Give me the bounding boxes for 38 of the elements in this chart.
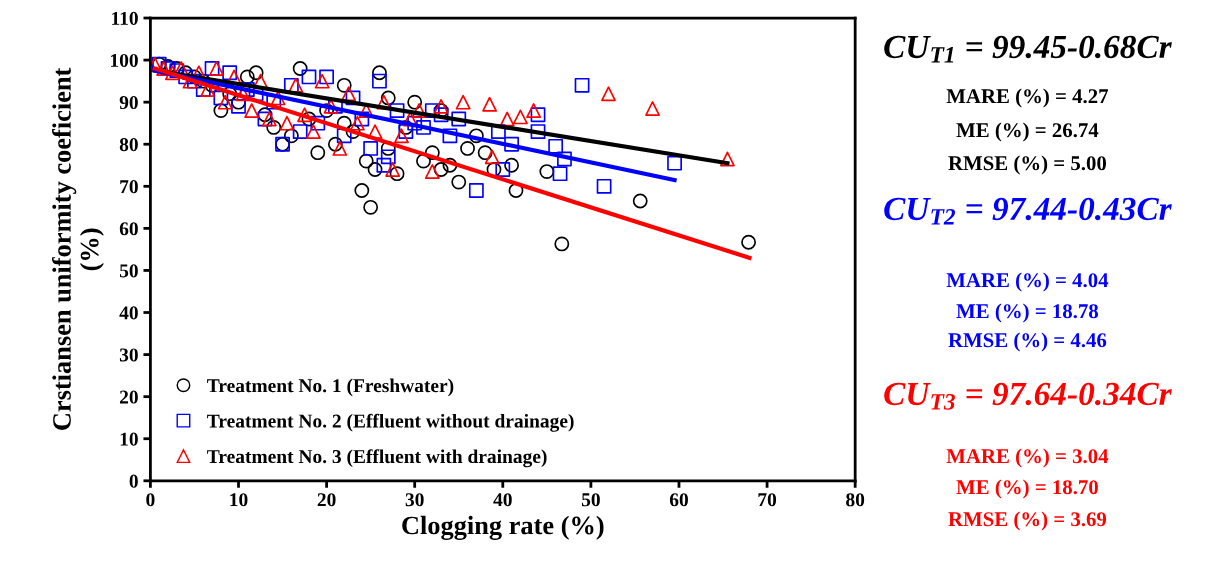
- legend-label: Treatment No. 2 (Effluent without drainage): [207, 413, 574, 432]
- text: ME (%) = 26.74: [956, 122, 1099, 142]
- text: MARE (%) = 4.27: [946, 88, 1109, 108]
- x-tick-label: 80: [846, 493, 865, 507]
- y-tick-label: 100: [111, 53, 138, 68]
- y-tick-label: 30: [119, 348, 138, 362]
- legend-label: Treatment No. 3 (Effluent with drainage): [207, 449, 547, 468]
- text: RMSE (%) = 3.69: [948, 511, 1107, 531]
- x-axis-title: Clogging rate (%): [402, 515, 604, 540]
- x-tick-label: 60: [669, 493, 688, 507]
- y-tick-label: 50: [119, 264, 138, 278]
- text: MARE (%) = 3.04: [946, 448, 1109, 468]
- text: ME (%) = 18.78: [956, 303, 1099, 323]
- text: CU$_{T1}$ = 99.45-0.68Cr: [884, 35, 1172, 63]
- y-tick-label: 10: [120, 432, 138, 446]
- y-tick-label: 20: [119, 390, 138, 404]
- x-tick-label: 30: [405, 493, 424, 507]
- text: ME (%) = 18.70: [956, 479, 1098, 499]
- x-tick-label: 40: [493, 493, 512, 507]
- y-tick-label: 60: [119, 222, 138, 236]
- x-tick-label: 0: [146, 493, 155, 507]
- text: RMSE (%) = 5.00: [948, 155, 1107, 175]
- y-tick-label: 40: [119, 306, 138, 320]
- x-tick-label: 50: [581, 493, 600, 507]
- y-tick-label: 0: [129, 474, 138, 488]
- y-tick-label: 90: [119, 95, 138, 110]
- x-tick-label: 10: [230, 493, 248, 507]
- x-tick-label: 20: [317, 493, 336, 507]
- text: CU$_{T3}$ = 97.64-0.34Cr: [884, 382, 1172, 410]
- y-axis-title: Crstiansen uniformity coeficient (%): [52, 67, 104, 430]
- y-tick-label: 110: [112, 11, 138, 25]
- x-tick-label: 70: [758, 493, 777, 507]
- text: RMSE (%) = 4.46: [948, 332, 1107, 352]
- y-tick-label: 80: [119, 138, 138, 152]
- text: CU$_{T2}$ = 97.44-0.43Cr: [884, 197, 1172, 225]
- y-tick-label: 70: [120, 180, 138, 194]
- legend-label: Treatment No. 1 (Freshwater): [207, 378, 454, 397]
- text: MARE (%) = 4.04: [946, 272, 1109, 292]
